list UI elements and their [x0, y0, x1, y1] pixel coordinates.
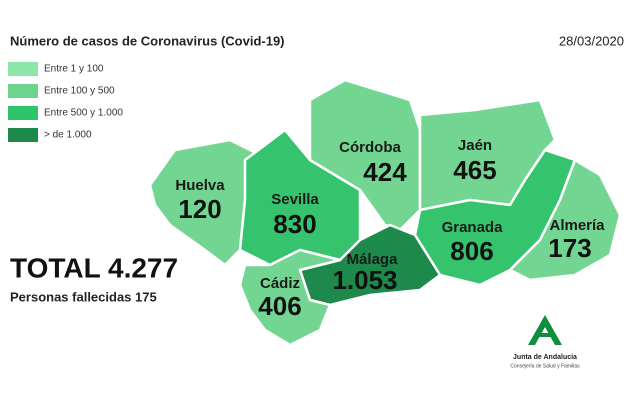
province-name: Sevilla — [271, 191, 319, 208]
province-almeria — [508, 158, 622, 282]
date: 28/03/2020 — [559, 33, 624, 48]
legend-label: Entre 100 y 500 — [44, 86, 115, 97]
province-cases: 120 — [178, 194, 221, 224]
province-name: Jaén — [458, 137, 492, 154]
province-cases: 1.053 — [332, 265, 397, 295]
logo-name: Junta de Andalucía — [513, 354, 577, 361]
province-cases: 830 — [273, 209, 316, 239]
province-name: Málaga — [347, 251, 399, 268]
logo-department: Consejería de Salud y Familias — [510, 363, 580, 369]
legend-swatch — [8, 84, 38, 98]
province-name: Granada — [442, 219, 504, 236]
province-cases: 173 — [548, 233, 591, 263]
province-cases: 806 — [450, 236, 493, 266]
deaths: Personas fallecidas 175 — [10, 289, 157, 304]
province-cadiz — [238, 248, 342, 347]
logo-mark — [528, 315, 562, 345]
province-name: Cádiz — [260, 275, 300, 292]
total: TOTAL 4.277 — [10, 252, 178, 283]
province-cases: 424 — [363, 157, 407, 187]
legend-swatch — [8, 128, 38, 142]
province-cordoba — [308, 78, 422, 232]
legend-label: > de 1.000 — [44, 130, 92, 141]
province-cases: 465 — [453, 155, 496, 185]
province-cases: 406 — [258, 291, 301, 321]
legend-swatch — [8, 106, 38, 120]
provinces — [148, 78, 622, 347]
title: Número de casos de Coronavirus (Covid-19… — [10, 33, 285, 48]
province-name: Córdoba — [339, 139, 401, 156]
logo: Junta de Andalucía Consejería de Salud y… — [510, 315, 580, 369]
province-name: Almería — [549, 217, 605, 234]
legend: Entre 1 y 100 Entre 100 y 500 Entre 500 … — [8, 62, 123, 142]
legend-label: Entre 1 y 100 — [44, 64, 104, 75]
legend-label: Entre 500 y 1.000 — [44, 108, 123, 119]
logo-bar — [535, 333, 555, 337]
province-name: Huelva — [175, 177, 225, 194]
legend-swatch — [8, 62, 38, 76]
